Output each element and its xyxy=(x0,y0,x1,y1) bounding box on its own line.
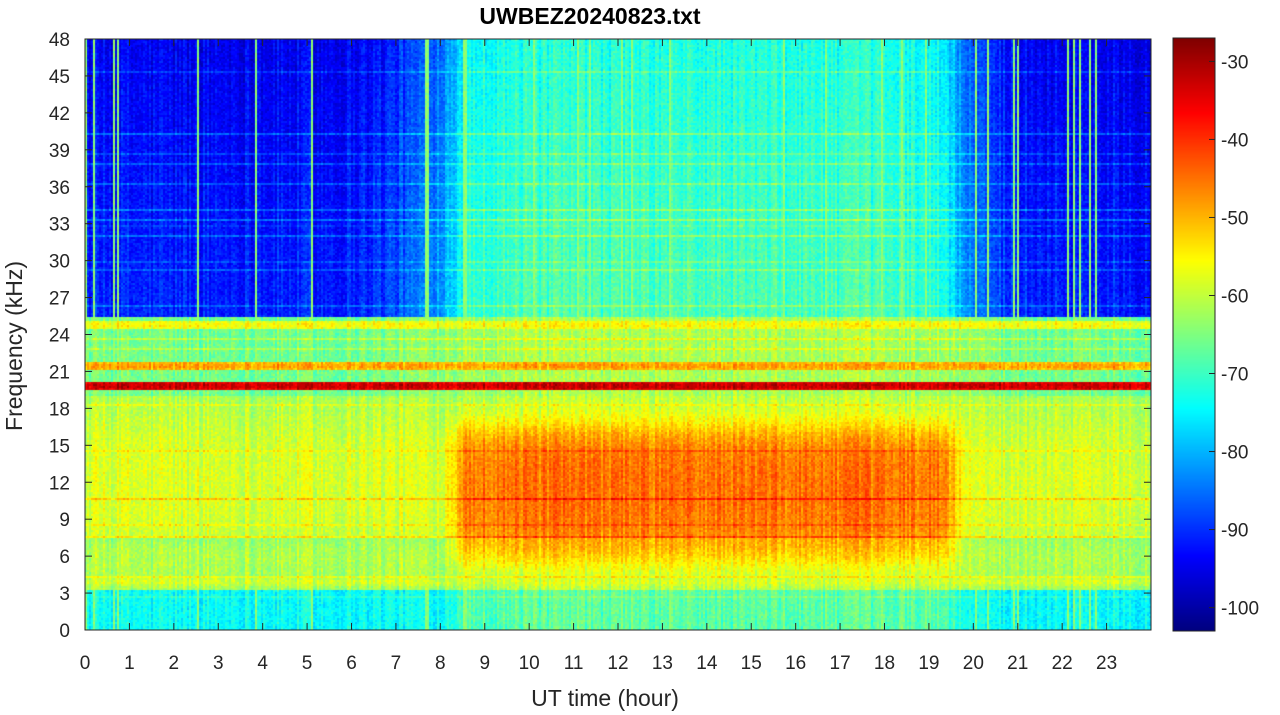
colorbar-tick-label: -60 xyxy=(1221,286,1248,307)
colorbar-tick-label: -100 xyxy=(1221,599,1259,620)
y-tick-label: 12 xyxy=(49,473,70,494)
y-tick-label: 6 xyxy=(59,547,70,568)
colorbar-tick-label: -70 xyxy=(1221,365,1248,386)
y-axis-label: Frequency (kHz) xyxy=(1,261,27,431)
colorbar-tick-label: -90 xyxy=(1221,521,1248,542)
colorbar-tick-label: -80 xyxy=(1221,443,1248,464)
x-axis-label: UT time (hour) xyxy=(531,685,679,711)
y-tick-label: 21 xyxy=(49,362,70,383)
x-tick-label: 10 xyxy=(519,653,540,674)
y-tick-label: 42 xyxy=(49,104,70,125)
colorbar-tick-label: -50 xyxy=(1221,208,1248,229)
colorbar-tick-label: -30 xyxy=(1221,52,1248,73)
colorbar-tick-label: -40 xyxy=(1221,130,1248,151)
spectrogram-image xyxy=(85,39,1151,630)
x-tick-label: 5 xyxy=(302,653,313,674)
y-tick-label: 15 xyxy=(49,436,70,457)
x-tick-label: 11 xyxy=(564,653,584,674)
x-tick-label: 6 xyxy=(346,653,357,674)
chart-title: UWBEZ20240823.txt xyxy=(479,3,700,29)
x-tick-label: 22 xyxy=(1052,653,1073,674)
y-tick-label: 30 xyxy=(49,252,70,273)
y-tick-label: 48 xyxy=(49,30,70,51)
x-tick-label: 16 xyxy=(785,653,806,674)
x-tick-label: 21 xyxy=(1007,653,1028,674)
x-tick-label: 7 xyxy=(391,653,402,674)
x-tick-label: 2 xyxy=(169,653,180,674)
x-axis: 0 1 2 3 4 5 6 7 8 9 10 11 12 13 14 15 16 17 18 19 20 21 22 23 xyxy=(80,39,1117,674)
x-tick-label: 12 xyxy=(607,653,628,674)
y-tick-label: 24 xyxy=(49,326,71,347)
colorbar-axis: -100 -90 -80 -70 -60 -50 -40 -30 xyxy=(1209,52,1259,620)
y-tick-label: 39 xyxy=(49,141,70,162)
y-tick-label: 3 xyxy=(59,584,70,605)
y-tick-label: 0 xyxy=(59,621,70,642)
colorbar-gradient xyxy=(1173,38,1215,631)
x-tick-label: 19 xyxy=(918,653,939,674)
x-tick-label: 1 xyxy=(124,653,135,674)
colorbar-frame xyxy=(1172,37,1216,632)
x-tick-label: 20 xyxy=(963,653,984,674)
x-tick-label: 13 xyxy=(652,653,673,674)
x-tick-label: 14 xyxy=(696,653,718,674)
y-tick-label: 9 xyxy=(59,510,70,531)
x-tick-label: 18 xyxy=(874,653,895,674)
y-tick-label: 45 xyxy=(49,67,70,88)
x-tick-label: 9 xyxy=(479,653,490,674)
x-tick-label: 4 xyxy=(257,653,268,674)
plot-area xyxy=(84,38,1152,631)
x-tick-label: 15 xyxy=(741,653,762,674)
y-tick-label: 18 xyxy=(49,399,70,420)
x-tick-label: 17 xyxy=(830,653,851,674)
x-tick-label: 8 xyxy=(435,653,446,674)
x-tick-label: 23 xyxy=(1096,653,1117,674)
x-tick-label: 0 xyxy=(80,653,91,674)
y-tick-label: 36 xyxy=(49,178,70,199)
colorbar: -100 -90 -80 -70 -60 -50 -40 -30 xyxy=(1172,37,1259,632)
x-tick-label: 3 xyxy=(213,653,224,674)
y-tick-label: 27 xyxy=(49,289,70,310)
y-tick-label: 33 xyxy=(49,215,70,236)
